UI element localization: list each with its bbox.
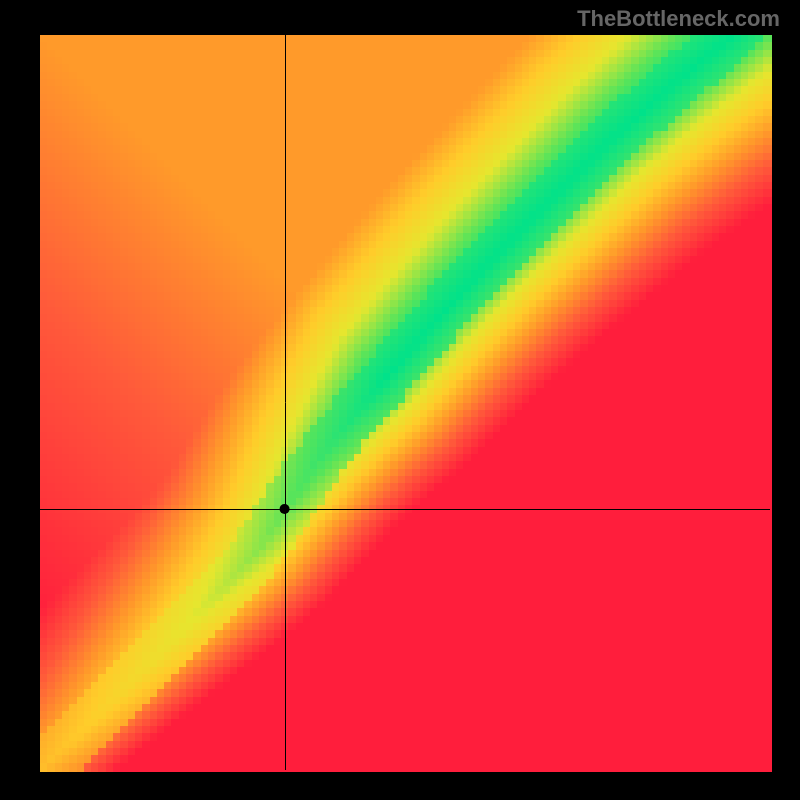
- heatmap-canvas: [0, 0, 800, 800]
- watermark-text: TheBottleneck.com: [577, 6, 780, 32]
- chart-container: TheBottleneck.com: [0, 0, 800, 800]
